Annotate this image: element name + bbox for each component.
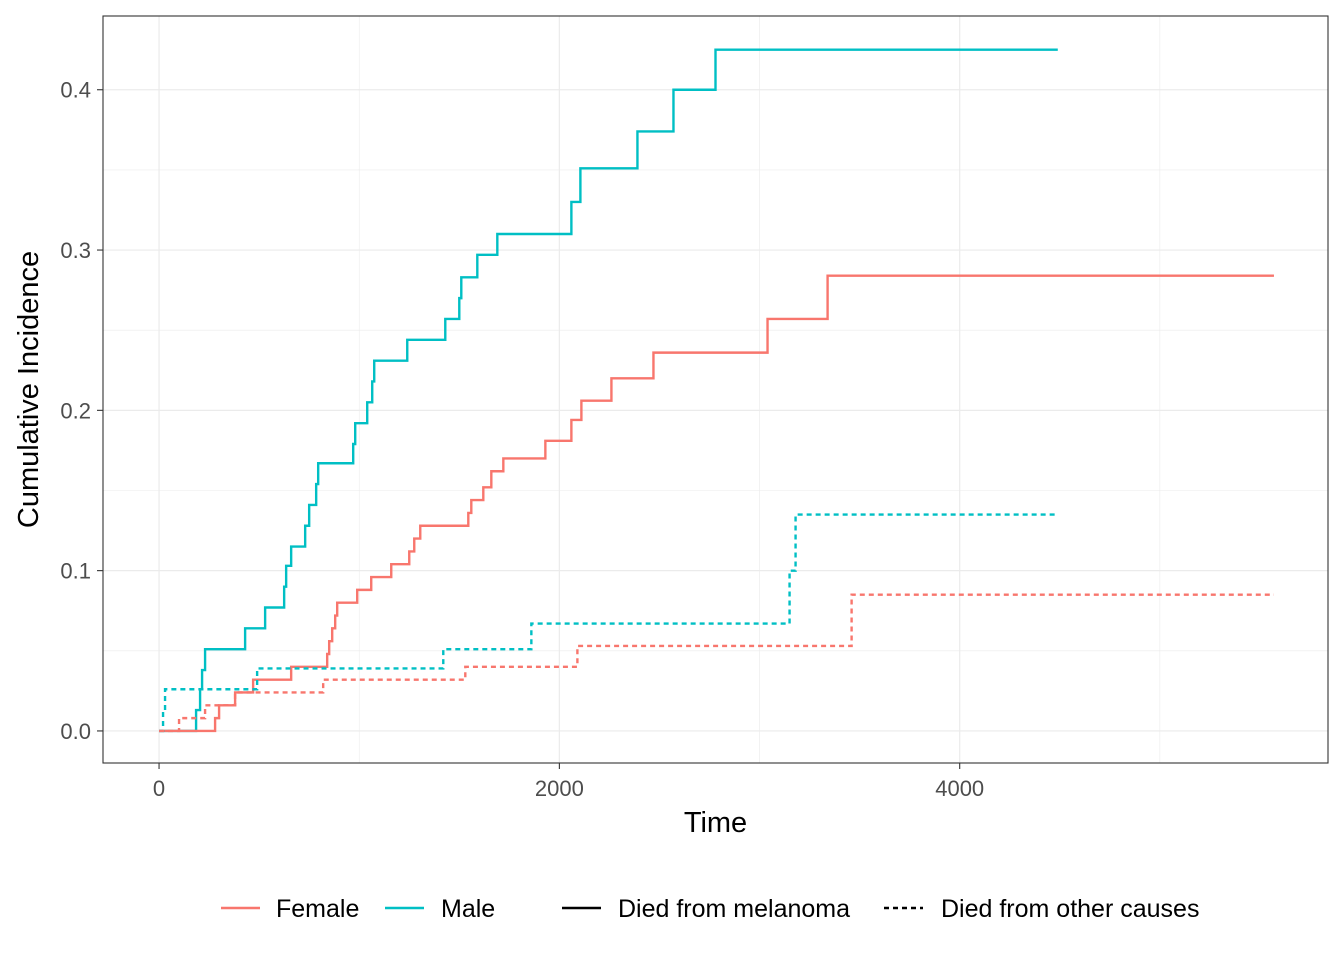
x-tick-label: 2000 [535, 776, 584, 801]
grid-layer [103, 16, 1328, 763]
legend: Female Male Died from melanoma Died from… [221, 895, 1199, 923]
panel-border [102, 15, 1329, 764]
x-tick-label: 0 [153, 776, 165, 801]
legend-label-melanoma: Died from melanoma [618, 895, 850, 923]
series-female-melanoma [159, 274, 1274, 733]
y-axis-title: Cumulative Incidence [13, 251, 45, 528]
x-tick-label: 4000 [935, 776, 984, 801]
series-male-other-causes [159, 513, 1058, 733]
series-male-melanoma [159, 48, 1058, 733]
axis-layer: 0 2000 4000 0.0 0.1 0.2 0.3 0.4 [60, 78, 984, 801]
y-tick-label: 0.0 [60, 719, 91, 744]
series-layer [159, 48, 1274, 733]
y-tick-label: 0.4 [60, 78, 91, 103]
series-female-other-causes [159, 593, 1274, 733]
y-tick-label: 0.1 [60, 559, 91, 584]
legend-label-female: Female [276, 895, 359, 923]
x-axis-title: Time [684, 807, 747, 839]
y-tick-label: 0.3 [60, 238, 91, 263]
legend-label-male: Male [441, 895, 495, 923]
y-tick-label: 0.2 [60, 398, 91, 423]
legend-label-other-causes: Died from other causes [941, 895, 1199, 923]
